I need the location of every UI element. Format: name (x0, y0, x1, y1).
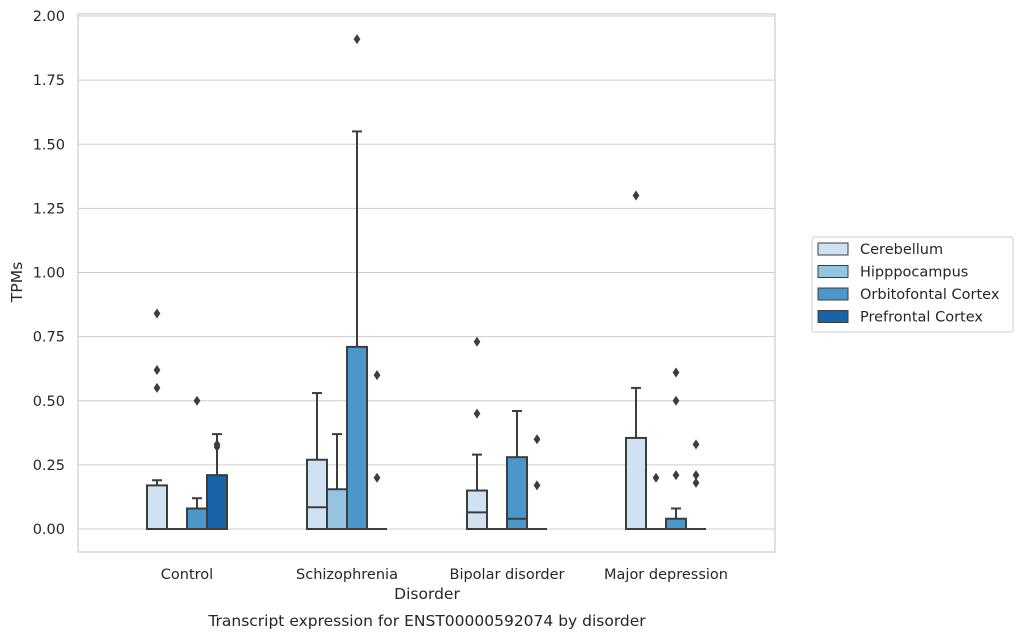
x-tick-label: Control (161, 567, 213, 583)
y-tick-label: 0.00 (33, 522, 65, 538)
box-body (506, 456, 528, 530)
box-element (466, 336, 488, 530)
box-element (686, 439, 706, 530)
y-tick-label: 0.75 (33, 330, 65, 346)
box-body (206, 474, 228, 531)
box-element (665, 367, 687, 530)
box-element (206, 433, 228, 531)
box-body (186, 507, 208, 531)
y-tick-label: 1.75 (33, 73, 65, 89)
outlier-point (193, 395, 201, 406)
box-element (367, 370, 387, 530)
chart-caption: Transcript expression for ENST0000059207… (207, 612, 646, 630)
plot-area-frame (77, 13, 776, 553)
legend-swatch (817, 287, 849, 301)
box-body (346, 345, 368, 531)
y-tick-label: 0.50 (33, 394, 65, 410)
y-tick-label: 1.00 (33, 266, 65, 282)
legend-swatch (817, 310, 849, 323)
series-cerebellum (146, 190, 647, 531)
legend-item: Prefrontal Cortex (817, 310, 983, 326)
y-axis-label: TPMs (8, 262, 26, 303)
box-body (466, 489, 488, 530)
legend-label: Prefrontal Cortex (860, 310, 983, 326)
legend-item: Cerebellum (817, 242, 943, 258)
outlier-point (632, 190, 640, 201)
series-prefrontal-cortex (206, 370, 706, 531)
box-body (665, 517, 687, 530)
box-body (326, 488, 348, 530)
box-element (527, 434, 547, 530)
legend-label: Hipppocampus (860, 265, 968, 281)
box-element (506, 410, 528, 530)
outlier-point (672, 470, 680, 481)
x-axis-ticks: Control Schizophrenia Bipolar disorder Majo… (161, 567, 728, 583)
x-axis-label: Disorder (394, 585, 460, 603)
outlier-point (153, 382, 161, 393)
box-element (306, 392, 328, 530)
outlier-point (672, 367, 680, 378)
legend: Cerebellum Hipppocampus Orbitofontal Corte… (811, 236, 1014, 333)
y-tick-label: 0.25 (33, 458, 65, 474)
outlier-point (153, 364, 161, 375)
outlier-point (373, 472, 381, 483)
outlier-point (353, 34, 361, 45)
box-element (146, 308, 168, 530)
legend-label: Orbitofontal Cortex (860, 287, 1000, 303)
outlier-point (473, 408, 481, 419)
outlier-point (692, 477, 700, 488)
outlier-point (652, 472, 660, 483)
outlier-point (672, 395, 680, 406)
outlier-point (473, 336, 481, 347)
box-element (346, 34, 368, 531)
y-tick-label: 1.50 (33, 137, 65, 153)
x-tick-label: Major depression (604, 567, 728, 583)
series-orbitofontal-cortex (186, 34, 687, 531)
outlier-point (533, 434, 541, 445)
box-element (646, 472, 666, 530)
legend-items: Cerebellum Hipppocampus Orbitofontal Corte… (817, 242, 1000, 326)
outlier-point (533, 480, 541, 491)
y-tick-label: 2.00 (33, 9, 65, 25)
outlier-point (153, 308, 161, 319)
box-element (625, 190, 647, 531)
x-tick-label: Bipolar disorder (450, 567, 565, 583)
y-tick-label: 1.25 (33, 201, 65, 217)
outlier-point (692, 439, 700, 450)
legend-swatch (817, 265, 849, 278)
legend-label: Cerebellum (860, 242, 943, 258)
outlier-point (692, 470, 700, 481)
outlier-point (373, 370, 381, 381)
legend-frame (811, 236, 1014, 333)
legend-item: Hipppocampus (817, 265, 968, 281)
x-tick-label: Schizophrenia (296, 567, 398, 583)
box-body (625, 436, 647, 531)
box-plot-series (146, 34, 706, 531)
outlier-point (213, 439, 221, 450)
legend-item: Orbitofontal Cortex (817, 287, 1000, 303)
box-body (146, 484, 168, 530)
legend-swatch (817, 242, 849, 256)
box-body (306, 458, 328, 530)
y-axis-ticks: 0.00 0.25 0.50 0.75 1.00 1.25 1.50 1.75 2.00 (33, 9, 65, 538)
